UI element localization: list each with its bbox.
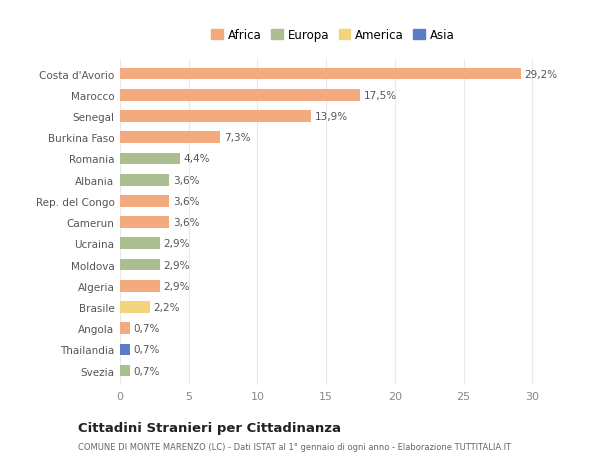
Text: COMUNE DI MONTE MARENZO (LC) - Dati ISTAT al 1° gennaio di ogni anno - Elaborazi: COMUNE DI MONTE MARENZO (LC) - Dati ISTA… [78,442,511,451]
Text: 3,6%: 3,6% [173,218,199,228]
Text: 3,6%: 3,6% [173,175,199,185]
Text: 2,9%: 2,9% [163,239,190,249]
Text: 0,7%: 0,7% [133,345,160,354]
Text: 0,7%: 0,7% [133,366,160,376]
Text: 3,6%: 3,6% [173,196,199,207]
Bar [120,302,150,313]
Text: Cittadini Stranieri per Cittadinanza: Cittadini Stranieri per Cittadinanza [78,421,341,434]
Legend: Africa, Europa, America, Asia: Africa, Europa, America, Asia [209,27,457,44]
Text: 2,9%: 2,9% [163,260,190,270]
Bar [120,90,361,101]
Bar [120,259,160,271]
Bar [120,132,220,144]
Text: 17,5%: 17,5% [364,91,397,101]
Text: 7,3%: 7,3% [224,133,250,143]
Bar [120,238,160,250]
Bar [120,280,160,292]
Text: 4,4%: 4,4% [184,154,211,164]
Text: 2,2%: 2,2% [154,302,180,312]
Bar [120,69,521,80]
Bar [120,217,169,229]
Text: 29,2%: 29,2% [525,69,558,79]
Bar [120,196,169,207]
Bar [120,174,169,186]
Bar [120,111,311,123]
Text: 0,7%: 0,7% [133,324,160,333]
Bar [120,323,130,334]
Text: 13,9%: 13,9% [314,112,347,122]
Bar [120,153,181,165]
Bar [120,365,130,376]
Bar [120,344,130,355]
Text: 2,9%: 2,9% [163,281,190,291]
